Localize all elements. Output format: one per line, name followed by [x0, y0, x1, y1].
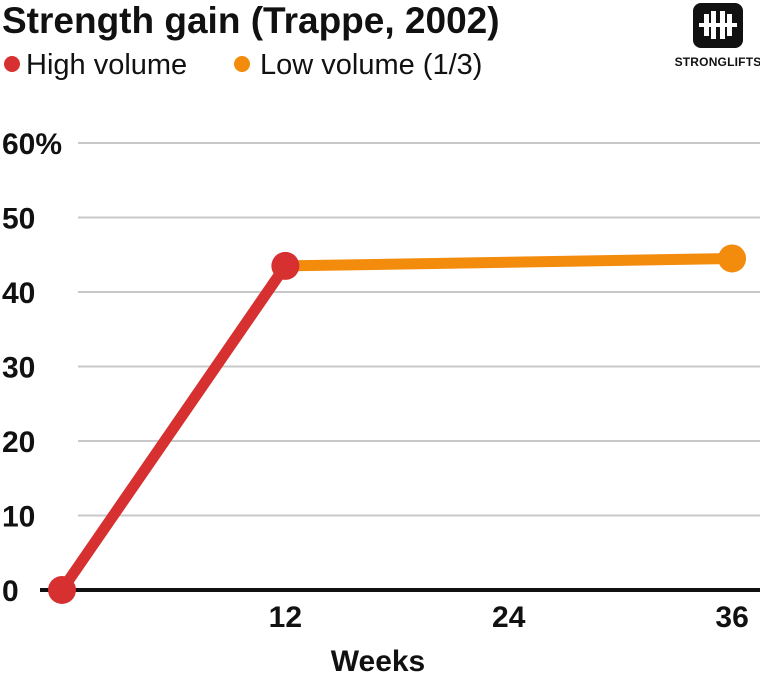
legend-marker-high-volume [4, 56, 20, 72]
grid-lines [40, 142, 760, 592]
y-tick-label: 10 [2, 501, 35, 534]
legend-label-high-volume: High volume [26, 49, 187, 81]
y-tick-label: 60% [2, 128, 62, 161]
data-point-high-volume [271, 251, 300, 280]
x-tick-label: 36 [715, 601, 748, 634]
legend: High volume Low volume (1/3) [4, 49, 482, 81]
brand-logo: STRONGLIFTS [675, 3, 760, 69]
data-point-high-volume [48, 576, 76, 604]
chart-title: Strength gain (Trappe, 2002) [2, 0, 500, 41]
x-tick-label: 24 [492, 601, 526, 634]
series-line-low-volume [279, 252, 738, 272]
series [48, 244, 747, 604]
x-tick-label: 12 [269, 601, 302, 634]
y-tick-label: 20 [2, 426, 35, 459]
brand-name: STRONGLIFTS [675, 55, 760, 69]
x-axis-ticks: 12 24 36 [269, 601, 749, 634]
y-axis-ticks: 0 10 20 30 40 50 60% [2, 128, 62, 608]
series-line-high-volume [56, 260, 291, 596]
legend-marker-low-volume [234, 56, 250, 72]
barbell-glyph [699, 11, 737, 39]
y-tick-label: 50 [2, 203, 35, 236]
legend-label-low-volume: Low volume (1/3) [260, 49, 482, 81]
x-axis-title: Weeks [331, 645, 426, 676]
data-point-low-volume [718, 244, 747, 273]
y-tick-label: 30 [2, 352, 35, 385]
y-tick-label: 0 [2, 575, 19, 608]
y-tick-label: 40 [2, 277, 35, 310]
